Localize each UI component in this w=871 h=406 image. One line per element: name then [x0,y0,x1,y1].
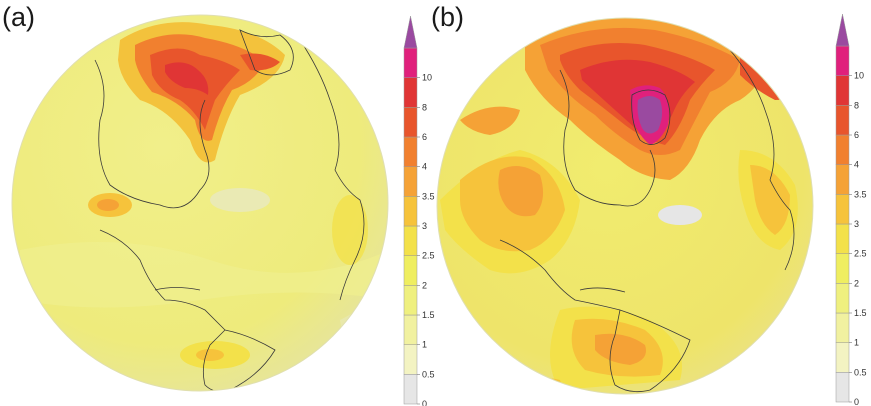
colorbar-b-tick-label: 3 [854,219,859,229]
colorbar-a-tick-label: 0.5 [422,369,435,379]
colorbar-a-cell [403,107,418,138]
colorbar-a-tick-label: 1 [422,340,427,350]
colorbar-b-cell [835,45,850,76]
colorbar-b-tick-label: 0 [854,397,859,406]
colorbar-a-tick-label: 3 [422,221,427,231]
colorbar-b-tick-label: 10 [854,71,864,81]
colorbar-b-tick-label: 2.5 [854,249,867,259]
colorbar-a-cell [403,344,418,375]
colorbar-b-tick-label: 1 [854,338,859,348]
colorbar-a-cells [403,15,418,405]
colorbar-a-tick-label: 6 [422,132,427,142]
colorbar-b-tick-label: 3.5 [854,189,867,199]
colorbar-a-tick-label: 4 [422,162,427,172]
colorbar-a-tick-label: 2.5 [422,251,435,261]
colorbar-b-tick-label: 6 [854,130,859,140]
colorbar-b-cell [835,223,850,254]
colorbar-b-cell [835,372,850,403]
colorbar-b-tick-label: 4 [854,160,859,170]
globe-b [436,17,814,395]
colorbar-b-cell [835,312,850,343]
colorbar-b-cell [835,253,850,284]
colorbar-a-cell [403,314,418,345]
colorbar-a: 0 0.5 1 1.5 2 2.5 3 3.5 4 6 8 10 [403,15,435,406]
colorbar-a-cell [403,374,418,405]
colorbar-b-cell [835,342,850,373]
colorbar-b-ticks: 0 0.5 1 1.5 2 2.5 3 3.5 4 6 8 10 [849,71,867,406]
colorbar-a-tick-label: 1.5 [422,310,435,320]
colorbar-a-ticks: 0 0.5 1 1.5 2 2.5 3 3.5 4 6 8 10 [417,73,435,406]
colorbar-a-cell [403,136,418,167]
colorbar-b: 0 0.5 1 1.5 2 2.5 3 3.5 4 6 8 10 [835,13,867,406]
colorbar-a-cell [403,225,418,256]
colorbar-a-cell [403,77,418,108]
colorbar-a-cell [403,255,418,286]
colorbar-b-cell [835,194,850,225]
globe-a [11,14,389,392]
colorbar-b-tick-label: 0.5 [854,367,867,377]
colorbar-b-cell [835,134,850,165]
colorbar-a-cell [403,196,418,227]
colorbar-b-tick-label: 2 [854,278,859,288]
colorbar-a-cell [403,166,418,197]
coastlines-b [499,49,795,393]
colorbar-b-tick-label: 1.5 [854,308,867,318]
panel-label-b: (b) [431,2,464,32]
colorbar-b-cell [835,283,850,314]
colorbar-a-tick-label: 0 [422,399,427,406]
colorbar-a-cell [403,47,418,78]
panel-label-a: (a) [2,2,35,32]
colorbar-a-tick-label: 3.5 [422,191,435,201]
colorbar-a-tick-label: 10 [422,73,432,83]
colorbar-b-tick-label: 8 [854,100,859,110]
colorbar-a-tick-label: 2 [422,280,427,290]
colorbar-a-cell [403,285,418,316]
colorbar-a-tick-label: 8 [422,102,427,112]
colorbar-b-cell [835,75,850,106]
colorbar-b-cells [835,13,850,403]
colorbar-a-extend-arrow [403,15,418,49]
colorbar-b-extend-arrow [835,13,850,47]
colorbar-b-cell [835,164,850,195]
colorbar-b-cell [835,105,850,136]
